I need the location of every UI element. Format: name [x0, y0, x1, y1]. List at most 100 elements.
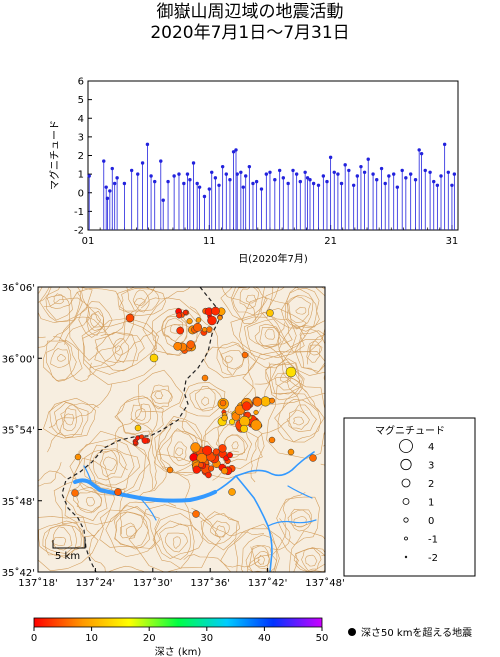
- chart-point: [264, 172, 269, 176]
- chart-point: [362, 170, 367, 174]
- chart-point: [311, 181, 316, 186]
- chart-frame: [87, 80, 459, 231]
- epicenter-marker: [71, 489, 79, 497]
- chart-point: [366, 157, 370, 161]
- chart-point: [383, 181, 387, 186]
- chart-point: [195, 181, 199, 186]
- map-lon-label: 137˚48': [305, 577, 345, 589]
- epicenter-marker: [221, 467, 229, 475]
- chart-point: [332, 170, 336, 174]
- epicenter-marker: [192, 465, 201, 474]
- chart-point: [379, 166, 384, 171]
- chart-point: [153, 179, 157, 184]
- epicenter-marker: [173, 341, 183, 351]
- chart-point: [343, 163, 347, 167]
- map-lon-label: 137˚42': [248, 577, 288, 589]
- map-lat-label: 35˚48': [2, 496, 35, 508]
- chart-y-tick-label: 0: [78, 188, 84, 199]
- colorbar-gradient: [33, 617, 323, 628]
- chart-point: [268, 170, 272, 174]
- epicenter-marker: [176, 312, 183, 319]
- chart-point: [259, 187, 264, 191]
- chart-point: [149, 174, 153, 178]
- chart-point: [136, 172, 140, 176]
- chart-point: [452, 172, 457, 176]
- epicenter-map: 36˚06' 36˚00' 35˚54' 35˚48' 35˚42'137˚18' 137…: [2, 282, 345, 589]
- epicenter-marker: [250, 419, 262, 431]
- chart-point: [235, 172, 239, 176]
- chart-point: [404, 176, 408, 180]
- chart-x-axis-label: 日(2020年7月): [238, 252, 308, 265]
- epicenter-marker: [269, 397, 276, 404]
- epicenter-marker: [208, 465, 215, 472]
- map-lat-label: 35˚54': [2, 425, 35, 437]
- epicenter-marker: [201, 374, 209, 382]
- chart-point: [213, 176, 218, 180]
- chart-point: [202, 194, 207, 199]
- chart-point: [241, 185, 245, 189]
- magnitude-legend: マグニチュード 4 3 2 1 0 -1 -2: [343, 417, 476, 577]
- chart-point: [336, 172, 340, 176]
- epicenter-marker: [285, 366, 297, 378]
- chart-y-tick-label: -1: [74, 207, 84, 218]
- chart-point: [439, 174, 443, 178]
- chart-point: [166, 179, 170, 184]
- chart-point: [254, 179, 259, 184]
- chart-point: [210, 170, 214, 174]
- chart-y-tick-label: 6: [78, 77, 84, 88]
- chart-point: [351, 183, 356, 187]
- chart-point: [395, 185, 400, 189]
- chart-point: [355, 174, 360, 178]
- chart-point: [231, 150, 236, 154]
- chart-point: [400, 168, 404, 173]
- epicenters: [71, 306, 317, 518]
- chart-point: [145, 142, 150, 147]
- epicenter-marker: [287, 448, 295, 456]
- chart-y-tick-label: 4: [78, 114, 84, 125]
- epicenter-marker: [186, 340, 195, 349]
- epicenter-marker: [253, 409, 259, 415]
- chart-point: [294, 172, 299, 176]
- chart-point: [428, 170, 432, 174]
- chart-point: [122, 181, 127, 186]
- chart-point: [115, 176, 119, 180]
- legend-circle: [404, 536, 408, 541]
- epicenter-marker: [114, 488, 122, 496]
- epicenter-marker: [205, 471, 212, 479]
- legend-circle: [400, 458, 412, 471]
- epicenter-marker: [266, 309, 274, 317]
- epicenter-marker: [195, 317, 202, 323]
- legend-circle: [399, 439, 413, 453]
- epicenter-marker: [198, 462, 204, 468]
- rivers-and-lakes: [73, 451, 317, 572]
- epicenter-marker: [241, 401, 252, 411]
- chart-point: [87, 174, 91, 178]
- scale-bar-label: 5 km: [55, 551, 80, 562]
- chart-point: [387, 174, 391, 178]
- chart-point: [392, 172, 396, 176]
- legend-item-label: 2: [428, 479, 434, 490]
- chart-x-tick-label: 11: [203, 236, 216, 247]
- chart-y-tick-label: 2: [78, 151, 84, 162]
- epicenter-marker: [201, 326, 208, 333]
- chart-point: [129, 168, 134, 173]
- chart-point: [182, 181, 186, 186]
- legend-item-label: 3: [428, 461, 434, 472]
- map-lon-label: 137˚18': [18, 577, 58, 589]
- chart-point: [291, 168, 295, 173]
- epicenter-marker: [252, 397, 263, 407]
- chart-point: [423, 168, 427, 173]
- chart-point: [325, 179, 329, 184]
- chart-point: [432, 179, 436, 184]
- chart-point: [191, 161, 196, 165]
- epicenter-marker: [309, 454, 317, 462]
- epicenter-marker: [241, 351, 249, 359]
- map-lon-label: 137˚30': [133, 577, 173, 589]
- map-lon-label: 137˚24': [76, 577, 116, 589]
- chart-y-tick-label: 1: [78, 170, 84, 181]
- depth-colorbar: 0 10 20 30 40 50 深さ (km) 深さ50 kmを超える地震: [31, 617, 472, 657]
- colorbar-tick-label: 0: [31, 633, 37, 644]
- epicenter-marker: [223, 455, 230, 462]
- chart-point: [239, 170, 243, 174]
